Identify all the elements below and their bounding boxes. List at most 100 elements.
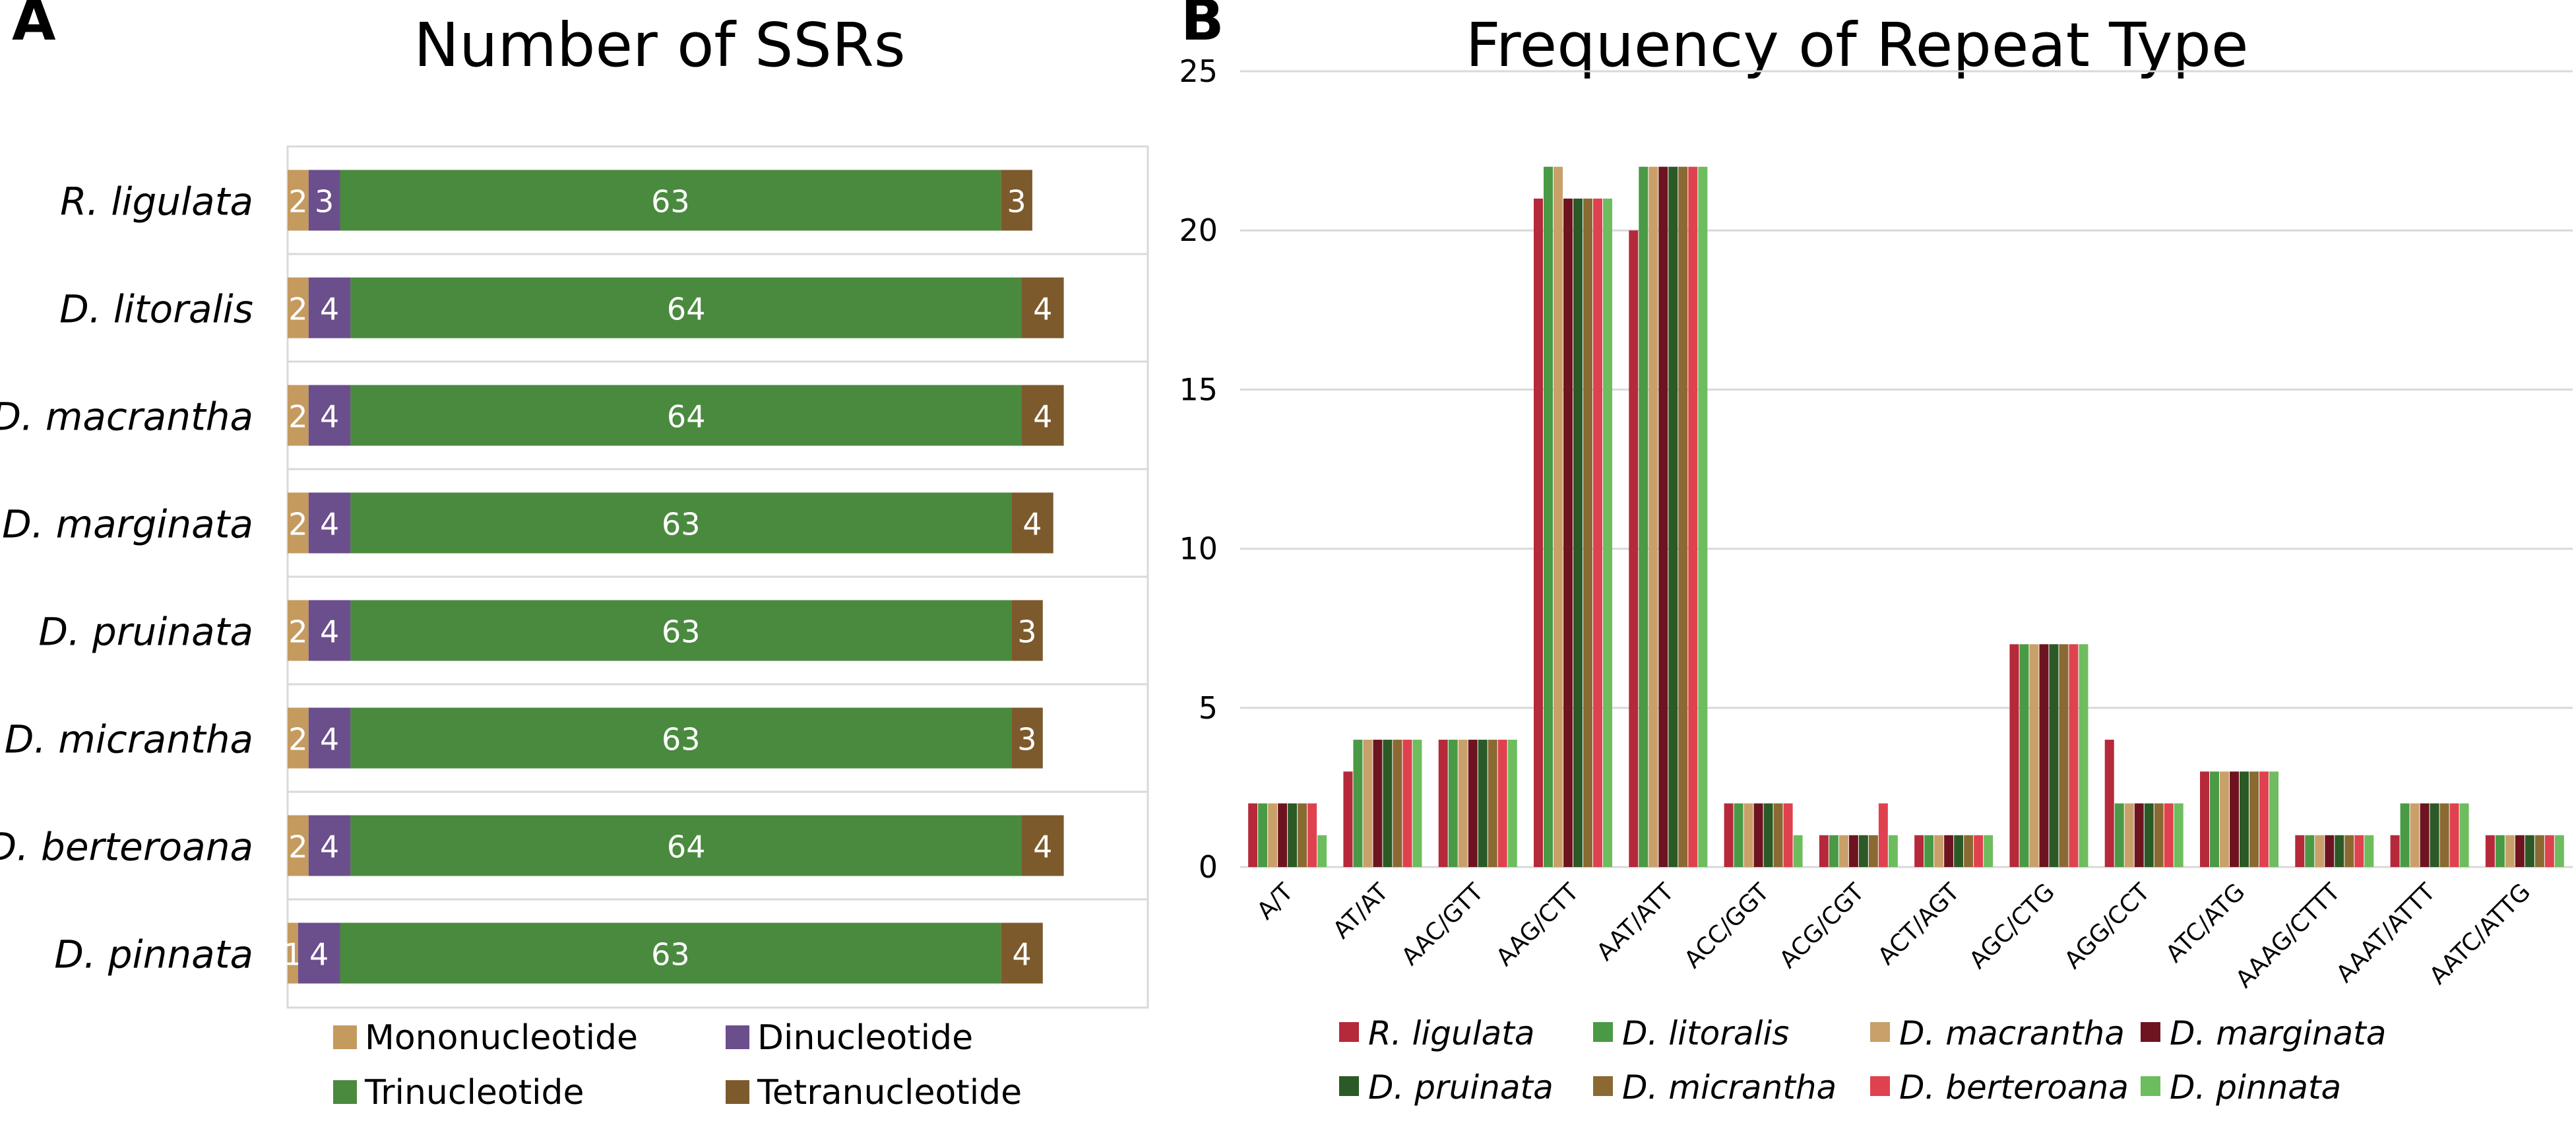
repeat-bar — [2249, 771, 2259, 867]
repeat-bar — [1458, 740, 1468, 867]
repeat-bar — [2390, 835, 2400, 867]
segment-value-label: 3 — [1007, 184, 1026, 220]
legend-swatch — [1339, 1022, 1359, 1042]
x-tick-label: A/T — [1252, 878, 1299, 925]
repeat-bar — [1924, 835, 1934, 867]
chart-b-title: Frequency of Repeat Type — [1466, 10, 2249, 81]
legend-swatch — [726, 1025, 749, 1049]
segment-value-label: 64 — [667, 399, 706, 435]
repeat-bar — [1838, 835, 1848, 867]
segment-value-label: 4 — [1012, 937, 1031, 973]
repeat-bar — [2124, 803, 2134, 867]
repeat-bar — [1698, 166, 1708, 868]
repeat-bar — [2554, 835, 2564, 867]
repeat-bar — [1563, 198, 1573, 868]
legend-swatch — [2141, 1076, 2160, 1096]
repeat-bar — [2210, 771, 2219, 867]
repeat-bar — [1914, 835, 1924, 867]
legend-label: Dinucleotide — [757, 1018, 973, 1058]
legend-swatch — [1593, 1076, 1613, 1096]
repeat-bar — [2305, 835, 2315, 867]
legend-swatch — [1593, 1022, 1613, 1042]
repeat-bar — [2459, 803, 2469, 867]
repeat-bar — [1858, 835, 1868, 867]
repeat-bar — [2220, 771, 2229, 867]
category-label: D. berteroana — [0, 825, 253, 870]
x-tick-label: AAC/GTT — [1397, 878, 1490, 971]
segment-value-label: 4 — [1033, 399, 1052, 435]
stacked-bar-segment — [298, 922, 340, 984]
repeat-bar — [1964, 835, 1974, 867]
repeat-bar — [2134, 803, 2144, 867]
repeat-bar — [1544, 166, 1553, 868]
repeat-bar — [1848, 835, 1858, 867]
stacked-bar-segment — [308, 815, 351, 876]
segment-value-label: 63 — [662, 722, 701, 758]
repeat-bar — [1402, 740, 1412, 867]
repeat-bar — [2485, 835, 2495, 867]
segment-value-label: 4 — [320, 614, 339, 650]
repeat-bar — [1974, 835, 1984, 867]
repeat-bar — [1468, 740, 1478, 867]
repeat-bar — [1488, 740, 1497, 867]
segment-value-label: 4 — [320, 722, 339, 758]
segment-value-label: 3 — [1017, 722, 1036, 758]
repeat-bar — [2544, 835, 2554, 867]
legend-swatch — [1870, 1022, 1890, 1042]
category-label: D. pinnata — [54, 932, 253, 977]
stacked-bar-segment — [1001, 922, 1043, 984]
repeat-bar — [2430, 803, 2439, 867]
repeat-bar — [1744, 803, 1753, 867]
repeat-bar — [1593, 198, 1602, 868]
segment-value-label: 3 — [1017, 614, 1036, 650]
repeat-bar — [1248, 803, 1258, 867]
stacked-bar-segment — [308, 277, 351, 339]
repeat-bar — [2335, 835, 2344, 867]
repeat-bar — [2505, 835, 2515, 867]
repeat-bar — [1438, 740, 1448, 867]
segment-value-label: 4 — [1022, 507, 1042, 542]
repeat-bar — [1678, 166, 1688, 868]
repeat-bar — [1954, 835, 1964, 867]
legend-label: Mononucleotide — [365, 1018, 638, 1058]
repeat-bar — [2029, 644, 2039, 867]
repeat-bar — [2534, 835, 2544, 867]
y-tick-label: 20 — [1179, 212, 1218, 248]
repeat-bar — [1317, 835, 1327, 867]
stacked-bar-segment — [1011, 600, 1043, 661]
repeat-bar — [1734, 803, 1744, 867]
segment-value-label: 63 — [651, 184, 690, 220]
repeat-bar — [1878, 803, 1888, 867]
segment-value-label: 2 — [288, 829, 307, 865]
repeat-bar — [2439, 803, 2449, 867]
x-tick-label: AAG/CTT — [1492, 878, 1585, 972]
stacked-bar-segment — [308, 707, 351, 769]
repeat-bar — [1888, 835, 1898, 867]
x-tick-label: AATC/ATTG — [2424, 878, 2536, 990]
repeat-bar — [1603, 198, 1612, 868]
repeat-bar — [1829, 835, 1838, 867]
legend-label: D. marginata — [2170, 1014, 2386, 1052]
repeat-bar — [1639, 166, 1649, 868]
repeat-bar — [1448, 740, 1458, 867]
stacked-bar-segment — [350, 707, 1012, 769]
repeat-bar — [2325, 835, 2335, 867]
stacked-bar-segment — [1022, 815, 1064, 876]
panel-a-label: A — [12, 0, 56, 53]
stacked-bar-segment — [288, 707, 309, 769]
repeat-bar — [1573, 198, 1583, 868]
repeat-bar — [2269, 771, 2278, 867]
repeat-bar — [2364, 835, 2374, 867]
legend-swatch — [333, 1025, 357, 1049]
repeat-bar — [1934, 835, 1944, 867]
repeat-bar — [1373, 740, 1383, 867]
stacked-bar-segment — [308, 600, 351, 661]
x-tick-label: ACG/CGT — [1775, 878, 1870, 974]
segment-value-label: 4 — [320, 829, 339, 865]
segment-value-label: 4 — [320, 399, 339, 435]
legend-swatch — [1870, 1076, 1890, 1096]
repeat-bar — [2410, 803, 2420, 867]
repeat-bar — [2230, 771, 2239, 867]
repeat-bar — [1724, 803, 1734, 867]
